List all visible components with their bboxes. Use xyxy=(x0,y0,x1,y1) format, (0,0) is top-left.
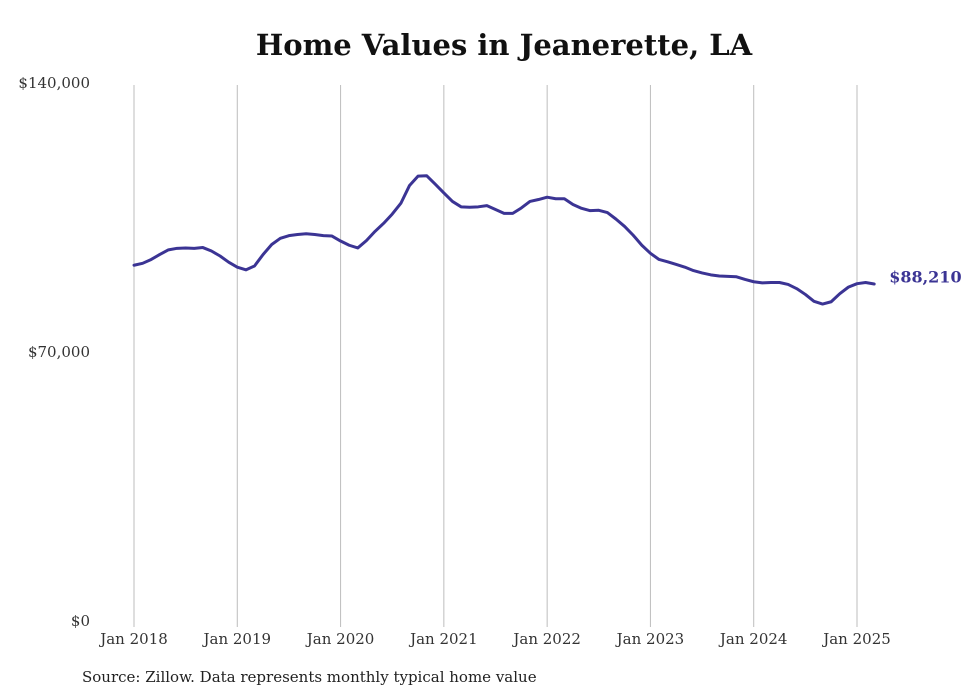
x-tick-label: Jan 2022 xyxy=(511,630,581,648)
x-tick-label: Jan 2019 xyxy=(202,630,272,648)
y-tick-label: $70,000 xyxy=(28,343,90,361)
x-tick-label: Jan 2024 xyxy=(718,630,788,648)
x-axis: Jan 2018 Jan 2019 Jan 2020 Jan 2021 Jan 2022… xyxy=(98,630,891,648)
x-tick-label: Jan 2025 xyxy=(821,630,891,648)
y-tick-label: $140,000 xyxy=(18,74,90,92)
y-axis: $0 $70,000 $140,000 xyxy=(18,74,90,630)
series-line xyxy=(132,174,876,306)
x-tick-label: Jan 2020 xyxy=(305,630,375,648)
source-note: Source: Zillow. Data represents monthly … xyxy=(82,668,537,686)
chart-title: Home Values in Jeanerette, LA xyxy=(255,28,753,62)
end-label-layer: $88,210 xyxy=(889,268,961,287)
series-layer xyxy=(132,174,876,306)
y-tick-label: $0 xyxy=(71,612,90,630)
end-value-label: $88,210 xyxy=(889,268,961,287)
x-gridlines xyxy=(133,85,858,627)
line-chart: $0$70,000$140,000 Jan 2018 Jan 2019 Jan 20… xyxy=(18,74,961,648)
x-tick-label: Jan 2018 xyxy=(98,630,168,648)
x-tick-label: Jan 2021 xyxy=(408,630,478,648)
x-tick-label: Jan 2023 xyxy=(615,630,685,648)
